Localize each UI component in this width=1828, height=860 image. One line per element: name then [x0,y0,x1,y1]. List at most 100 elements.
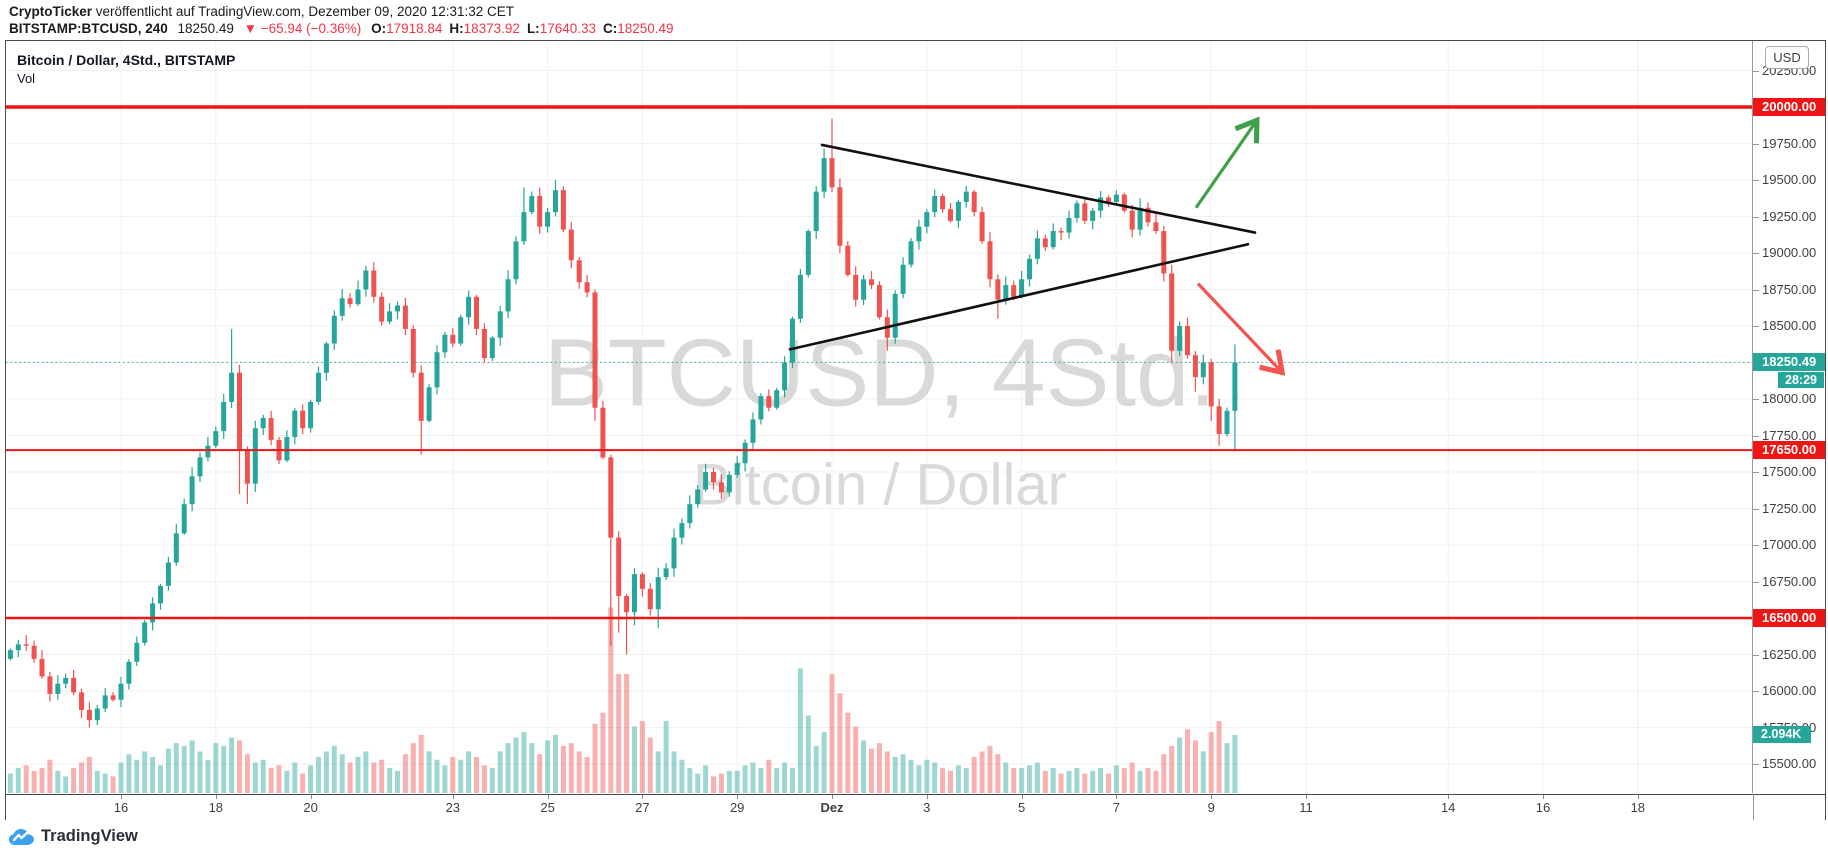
volume-bar [639,720,645,793]
volume-bar [869,748,874,793]
candle-body [395,305,400,312]
time-tick-label: 27 [635,800,650,815]
volume-bar [474,756,479,793]
candle-body [940,196,946,210]
candle-body [876,285,882,318]
candle-body [1050,231,1056,248]
volume-bar [426,751,432,793]
volume-bar [126,754,132,793]
candle-body [15,644,21,651]
price-level-label: 20000.00 [1753,98,1825,116]
volume-bar [979,751,985,793]
candle-body [300,410,306,429]
candle-body [948,209,953,221]
time-tick-dash [310,795,312,799]
candle-body [55,683,61,694]
time-tick-label: 5 [1017,800,1026,815]
volume-bar [734,770,740,793]
volume-bar [339,754,345,793]
candle-body [1185,326,1190,356]
candle-body [853,274,859,300]
volume-bar [497,751,503,793]
candle-body [1034,238,1040,259]
price-tick-dash [1753,289,1759,291]
price-level-label: 17650.00 [1753,441,1825,460]
volume-bar [410,743,416,793]
volume-bar [1232,734,1238,793]
watermark-symbol: BTCUSD, 4Std. [544,320,1216,427]
volume-bar [900,754,906,793]
candle-body [150,603,156,623]
volume-bar [1003,762,1009,793]
time-tick-dash [1543,795,1544,799]
price-tick-label: 17000.00 [1762,537,1817,552]
candle-body [790,318,795,363]
candle-body [837,187,843,246]
candle-body [181,504,187,534]
volume-bar [742,765,748,793]
time-tick-dash [926,795,928,799]
candle-body [545,212,551,227]
volume-bar [632,726,637,793]
candle-body [1192,355,1198,378]
volume-bar [1192,740,1198,793]
volume-bar [276,765,282,793]
time-tick-dash [1211,795,1213,799]
candle-body [1098,197,1104,211]
time-axis[interactable]: 16 18 20 23 25 27 29 Dez 3 5 7 9 11 14 16 18 [6,794,1754,821]
candle-body [497,311,503,338]
candle-body [323,343,329,373]
candle-body [703,472,709,490]
volume-bar [576,751,582,793]
candle-body [1074,203,1080,218]
candle-body [474,296,479,329]
chart-canvas[interactable]: BTCUSD, 4Std. Bitcoin / Dollar [6,41,1754,793]
volume-bar [213,743,219,793]
time-tick-label: 20 [303,800,318,815]
volume-bar [395,770,400,793]
volume-bar [418,734,424,793]
volume-bar [142,751,148,793]
volume-bar [221,745,227,793]
time-tick-dash [1306,795,1307,799]
volume-bar [813,745,819,793]
candle-body [158,585,163,604]
candle-body [869,279,874,286]
volume-bar [876,743,882,793]
price-tick-dash [1753,691,1759,692]
volume-bar [150,756,156,793]
time-tick-label: 16 [113,800,129,815]
price-tick-dash [1753,472,1759,473]
candle-body [718,482,724,493]
volume-bar [711,776,716,793]
candle-body [932,196,938,213]
candle-body [1129,210,1135,230]
volume-bar [624,673,630,793]
price-axis[interactable]: USD 15500.0015750.0016000.0016250.001675… [1752,41,1825,793]
bar-countdown-label: 28:29 [1778,372,1824,389]
candle-body [742,442,748,464]
candle-body [1161,231,1167,274]
price-tick-label: 17750.00 [1762,427,1817,443]
tradingview-logo[interactable]: TradingView [8,827,138,846]
volume-bar [726,770,732,793]
legend-symbol[interactable]: Bitcoin / Dollar, 4Std., BITSTAMP [17,52,236,68]
volume-bar [363,751,369,793]
volume-bar [23,765,29,793]
time-tick-label: Dez [820,800,844,815]
legend-volume-indicator[interactable]: Vol [17,71,36,86]
price-tick-dash [1753,70,1759,72]
volume-bar [1129,762,1135,793]
candle-body [102,695,108,709]
candle-body [355,289,361,305]
currency-toggle-button[interactable]: USD [1765,46,1809,69]
price-tick-dash [1753,508,1759,510]
candle-body [971,191,977,213]
candle-body [521,212,527,242]
volume-bar [884,751,890,793]
volume-bar [300,773,306,793]
axis-corner [1753,794,1825,820]
candle-body [908,241,914,265]
candle-body [489,337,495,359]
chart-frame: BTCUSD, 4Std. Bitcoin / Dollar Bitcoin / … [5,40,1826,821]
